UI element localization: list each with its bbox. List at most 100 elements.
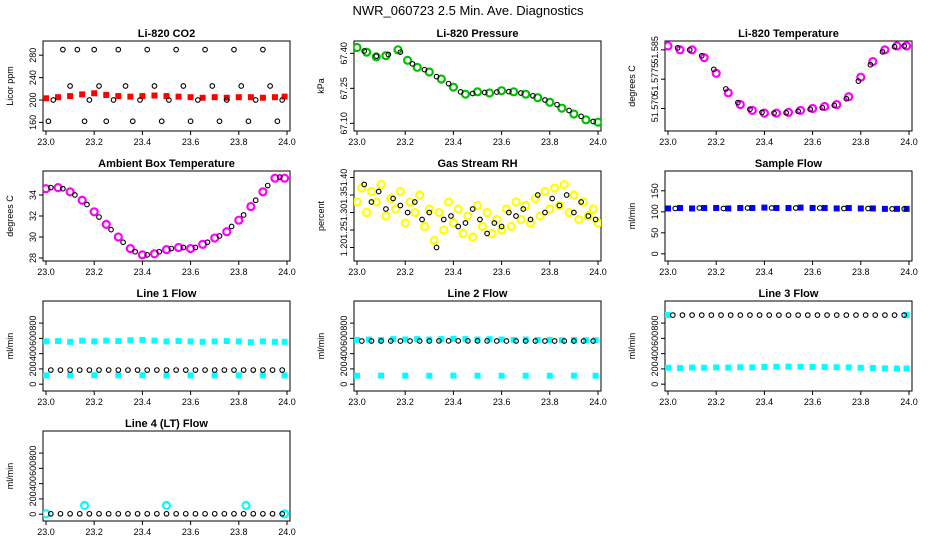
data-point-dense — [737, 205, 744, 212]
data-point-average — [60, 46, 66, 53]
data-point-dense — [677, 205, 684, 212]
data-point-average — [397, 49, 404, 56]
data-point-dense-low — [797, 363, 804, 370]
data-point-average — [228, 223, 235, 230]
data-point-dense — [453, 204, 463, 214]
data-point-average — [81, 118, 88, 125]
y-tick-label: 100 — [650, 204, 660, 219]
data-point-dense — [747, 105, 757, 116]
data-point-average — [549, 195, 556, 202]
data-point-average — [843, 312, 850, 318]
data-point-dense-high — [402, 336, 409, 343]
data-point-dense — [809, 205, 816, 212]
y-axis-label: ml/min — [5, 333, 15, 360]
data-point-average — [86, 367, 93, 373]
plot-frame — [664, 300, 913, 392]
data-point-dense — [429, 235, 439, 246]
data-point-average — [221, 367, 228, 373]
data-point-dense-low — [426, 372, 433, 379]
data-point-dense — [869, 205, 876, 212]
data-point-average — [590, 338, 597, 344]
x-tick-label: 23.0 — [37, 137, 55, 147]
data-point-dense — [211, 94, 218, 101]
data-point-average — [96, 510, 102, 517]
data-point-average — [216, 233, 223, 239]
data-point-average — [727, 312, 734, 318]
x-tick-label: 23.0 — [659, 137, 677, 147]
data-point-average — [879, 48, 886, 55]
x-tick-label: 23.6 — [493, 397, 511, 407]
data-point-dense — [412, 62, 422, 72]
data-point-average — [279, 97, 286, 103]
data-point-dense — [89, 207, 99, 217]
data-point-average — [831, 102, 838, 109]
x-tick-label: 23.4 — [134, 397, 152, 407]
data-point-dense — [53, 183, 63, 193]
data-point-dense-high — [55, 338, 62, 345]
data-point-average — [814, 312, 821, 318]
data-point-average — [498, 223, 505, 230]
x-tick-label: 23.0 — [348, 137, 366, 147]
data-point-average — [180, 244, 187, 251]
x-tick-label: 24.0 — [278, 137, 296, 147]
x-tick-label: 23.6 — [493, 267, 511, 277]
x-tick-label: 23.0 — [37, 267, 55, 277]
data-point-average — [260, 46, 266, 53]
y-tick-label: 400 — [28, 476, 38, 491]
data-point-dense-low — [139, 372, 146, 379]
data-point-dense-low — [845, 364, 852, 371]
data-point-dense — [509, 87, 519, 97]
data-point-dense — [259, 94, 266, 101]
y-axis-label: ml/min — [316, 333, 326, 360]
data-point-dense — [713, 205, 720, 212]
data-point-average — [590, 118, 597, 125]
y-tick-label: 800 — [28, 316, 38, 331]
x-tick-label: 23.8 — [852, 267, 870, 277]
data-point-dense-low — [821, 364, 828, 371]
chart-title: Line 4 (LT) Flow — [125, 418, 208, 430]
data-point-average — [554, 101, 560, 108]
data-point-average — [115, 367, 122, 373]
y-tick-label: 400 — [28, 346, 38, 361]
x-tick-label: 23.0 — [659, 397, 677, 407]
data-point-average — [534, 192, 541, 198]
data-point-dense — [845, 205, 852, 212]
data-point-dense — [797, 204, 804, 211]
data-point-average — [718, 312, 724, 318]
data-point-dense — [65, 187, 75, 197]
data-point-average — [532, 338, 539, 344]
data-point-average — [125, 367, 131, 373]
data-point-average — [163, 510, 170, 517]
data-point-average — [722, 86, 729, 92]
data-point-average — [578, 113, 584, 120]
x-tick-label: 23.0 — [659, 267, 677, 277]
data-point-average — [474, 338, 481, 344]
data-point-average — [759, 109, 765, 116]
data-point-average — [440, 216, 447, 223]
x-tick-label: 24.0 — [900, 267, 918, 277]
data-point-dense-high — [546, 336, 553, 343]
data-point-dense-low — [893, 365, 900, 372]
x-tick-label: 23.0 — [37, 397, 55, 407]
data-point-average — [132, 248, 139, 255]
data-point-average — [505, 88, 512, 95]
y-axis-label: ml/min — [627, 333, 637, 360]
data-point-average — [168, 245, 175, 252]
data-point-average — [527, 216, 534, 223]
data-point-average — [530, 92, 536, 99]
data-point-average — [125, 510, 131, 517]
x-tick-label: 23.2 — [396, 397, 414, 407]
y-tick-label: 1.20 — [339, 239, 349, 257]
data-point-average — [771, 110, 777, 117]
data-point-average — [795, 108, 801, 115]
y-tick-label: 150 — [650, 183, 660, 198]
y-tick-label: 67.10 — [339, 112, 349, 135]
data-point-average — [264, 182, 271, 189]
x-tick-label: 23.4 — [445, 397, 463, 407]
data-point-average — [250, 367, 257, 373]
data-point-dense-high — [378, 336, 385, 343]
x-tick-label: 23.2 — [85, 137, 103, 147]
data-point-average — [484, 230, 490, 237]
data-point-average — [882, 312, 888, 318]
